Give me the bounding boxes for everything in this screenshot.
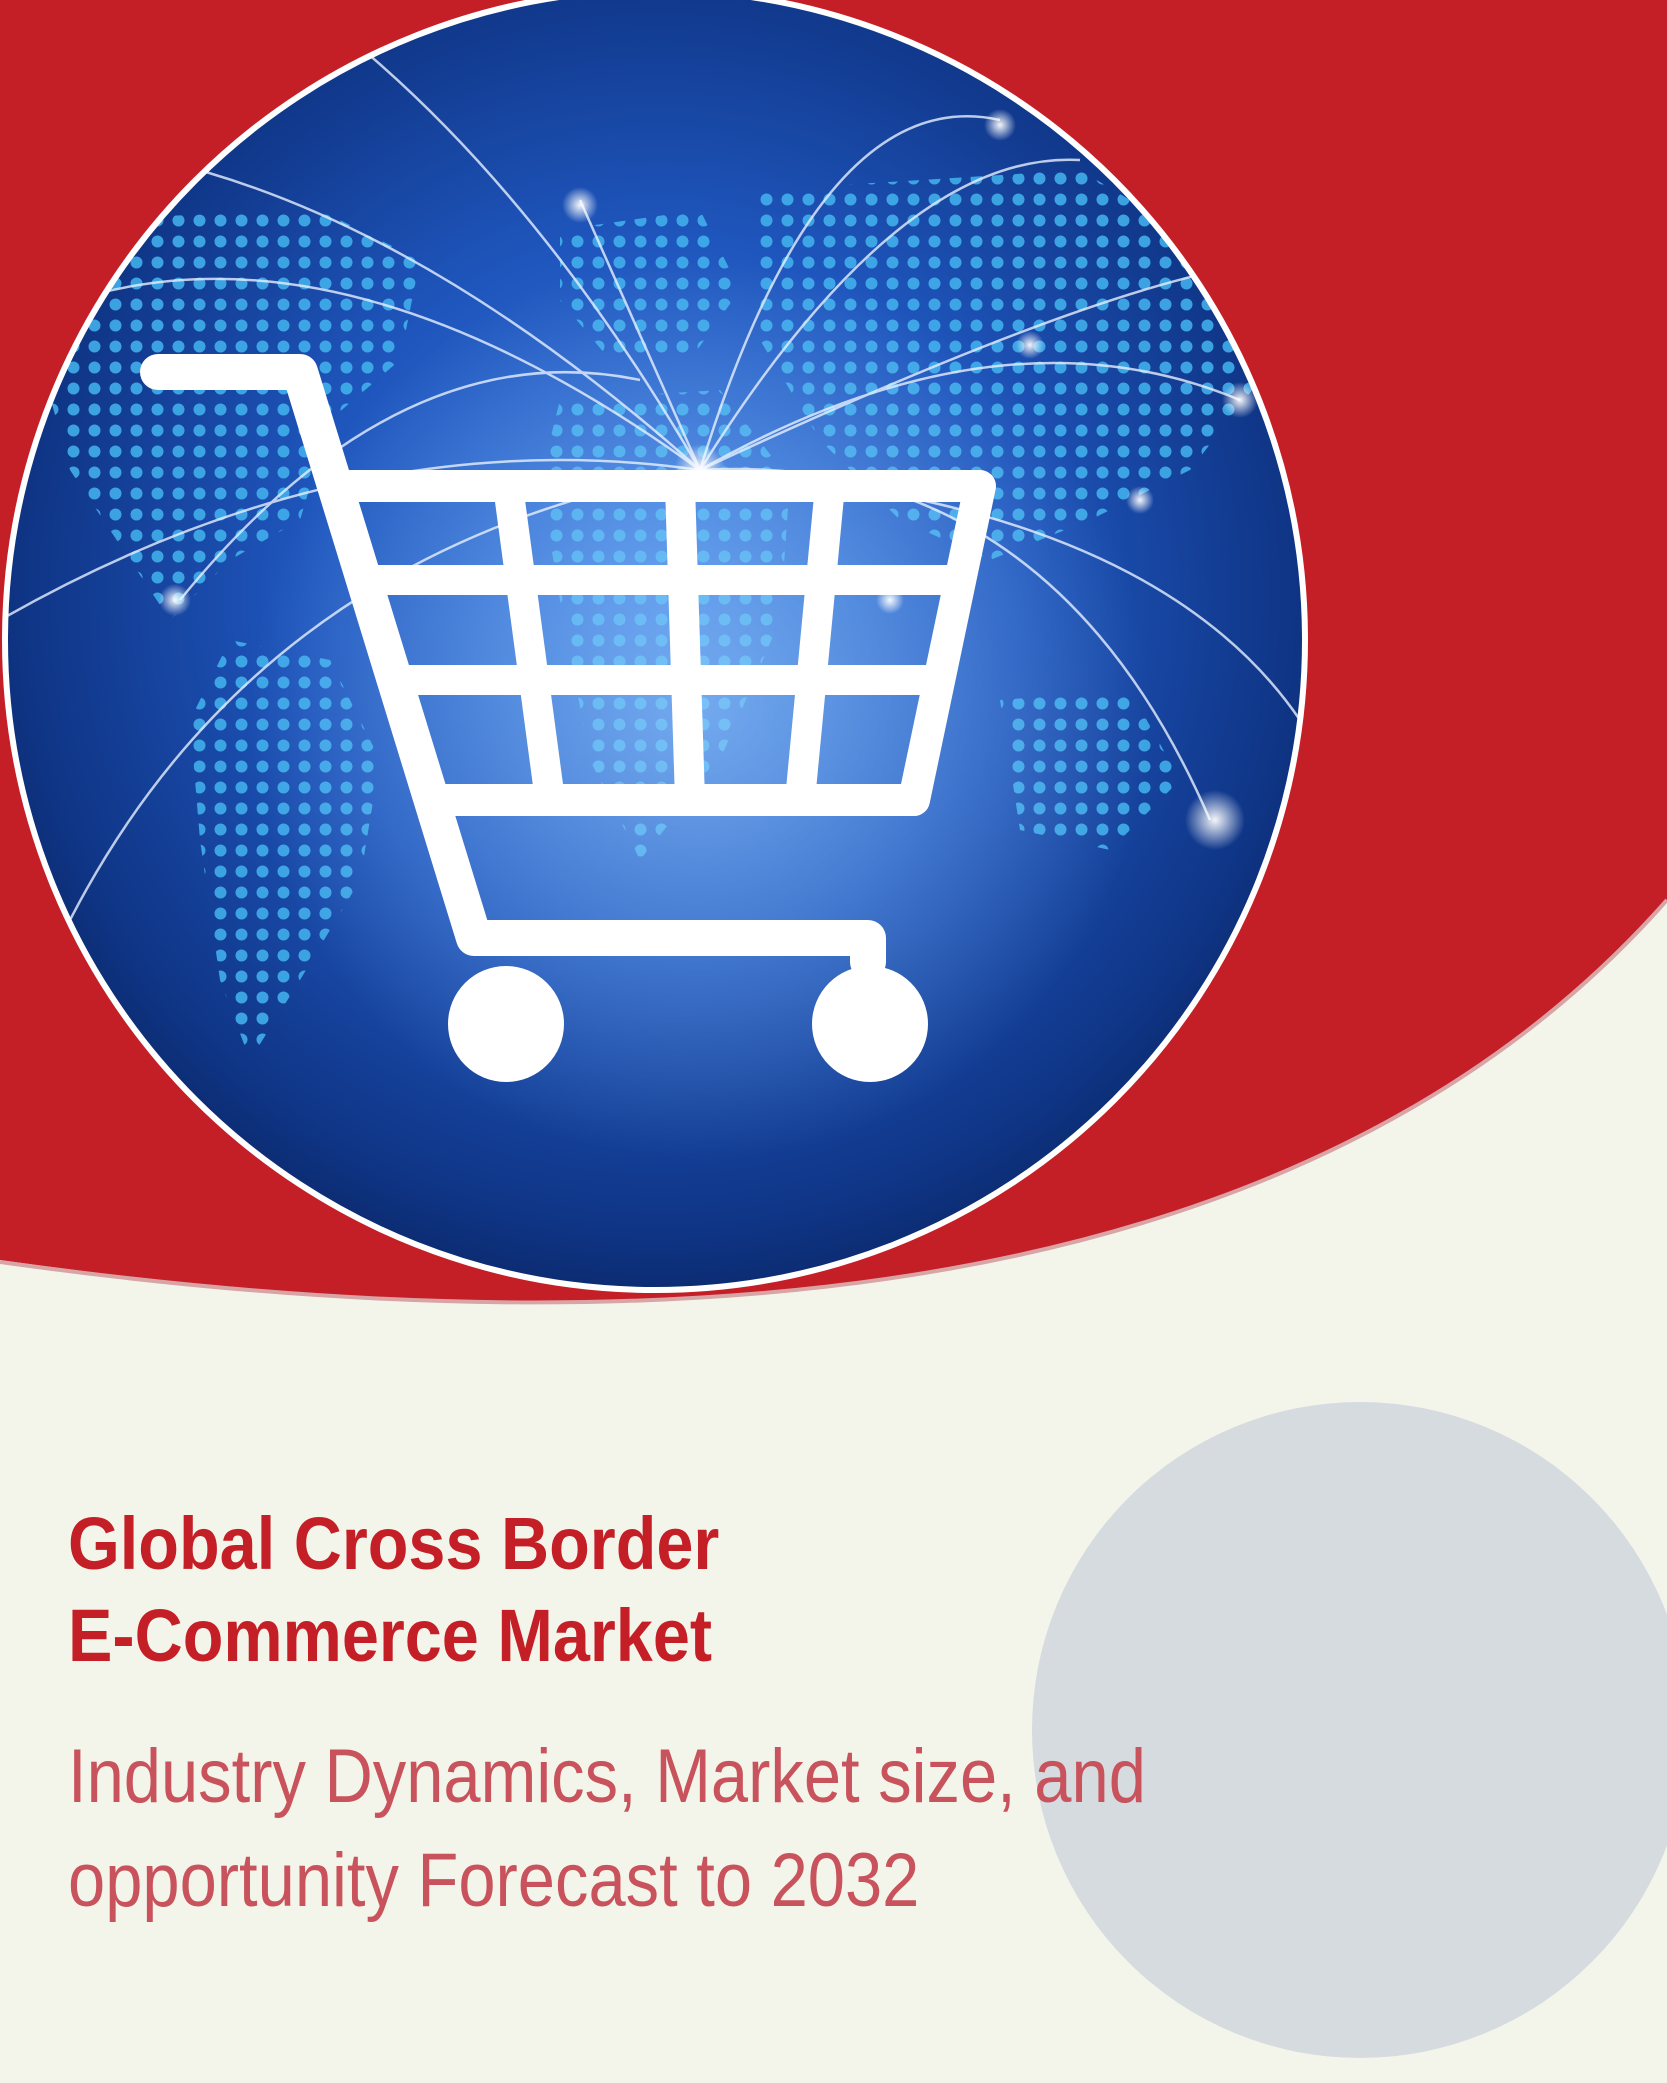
shopping-cart-icon <box>140 354 996 980</box>
report-subtitle-line-1: Industry Dynamics, Market size, and <box>68 1734 1146 1819</box>
grey-circle-shape <box>1032 1402 1667 2058</box>
hero-image-border <box>2 0 1308 1293</box>
report-subtitle: Industry Dynamics, Market size, and oppo… <box>68 1725 1146 1933</box>
report-subtitle-line-2: opportunity Forecast to 2032 <box>68 1838 920 1923</box>
hero-image <box>2 0 1308 1293</box>
report-title: Global Cross Border E-Commerce Market <box>68 1498 719 1682</box>
report-title-line-1: Global Cross Border <box>68 1502 720 1585</box>
report-title-line-2: E-Commerce Market <box>68 1594 713 1677</box>
hero-image-content <box>5 0 1305 1290</box>
red-swoosh-edge <box>0 898 1667 1305</box>
cart-wheel-left <box>448 966 564 1082</box>
cart-wheel-right <box>812 966 928 1082</box>
network-arcs <box>5 0 1302 941</box>
